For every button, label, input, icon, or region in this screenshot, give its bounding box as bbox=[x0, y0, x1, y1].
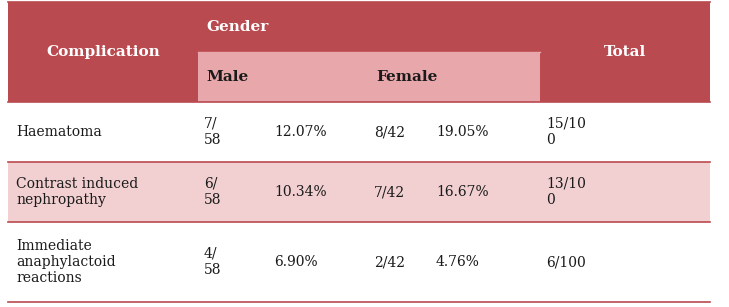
Text: 13/10
0: 13/10 0 bbox=[546, 177, 586, 207]
Text: Gender: Gender bbox=[206, 20, 268, 34]
Text: 4.76%: 4.76% bbox=[436, 255, 480, 269]
Text: Contrast induced
nephropathy: Contrast induced nephropathy bbox=[16, 177, 139, 207]
Bar bbox=[8, 102, 710, 162]
Text: 19.05%: 19.05% bbox=[436, 125, 488, 139]
Text: 2/42: 2/42 bbox=[374, 255, 405, 269]
Text: Male: Male bbox=[206, 70, 249, 84]
Bar bbox=[198, 2, 540, 52]
Text: 6/
58: 6/ 58 bbox=[204, 177, 222, 207]
Bar bbox=[198, 52, 540, 102]
Bar bbox=[540, 2, 710, 102]
Text: Complication: Complication bbox=[46, 45, 160, 59]
Text: Haematoma: Haematoma bbox=[16, 125, 102, 139]
Text: 8/42: 8/42 bbox=[374, 125, 405, 139]
Text: 16.67%: 16.67% bbox=[436, 185, 488, 199]
Text: Total: Total bbox=[604, 45, 646, 59]
Text: 15/10
0: 15/10 0 bbox=[546, 117, 586, 147]
Text: 6.90%: 6.90% bbox=[274, 255, 318, 269]
Bar bbox=[8, 222, 710, 302]
Text: 7/
58: 7/ 58 bbox=[204, 117, 222, 147]
Text: 7/42: 7/42 bbox=[374, 185, 405, 199]
Text: 12.07%: 12.07% bbox=[274, 125, 327, 139]
Text: Female: Female bbox=[376, 70, 437, 84]
Text: 6/100: 6/100 bbox=[546, 255, 585, 269]
Text: Immediate
anaphylactoid
reactions: Immediate anaphylactoid reactions bbox=[16, 239, 116, 285]
Text: 10.34%: 10.34% bbox=[274, 185, 327, 199]
Text: 4/
58: 4/ 58 bbox=[204, 247, 222, 277]
Bar bbox=[8, 162, 710, 222]
Bar bbox=[8, 2, 198, 102]
